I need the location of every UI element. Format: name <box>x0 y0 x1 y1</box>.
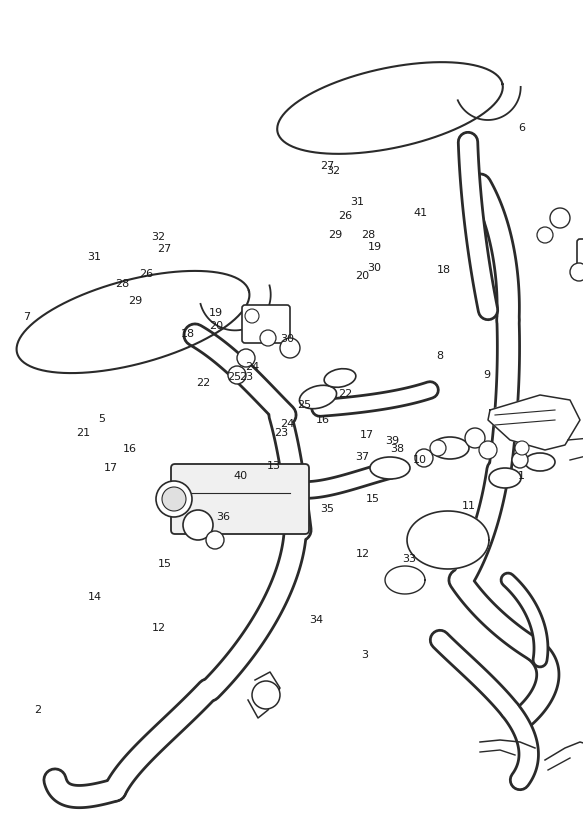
Circle shape <box>237 349 255 367</box>
Text: 15: 15 <box>157 559 171 569</box>
Text: 10: 10 <box>413 455 427 465</box>
Text: 18: 18 <box>437 265 451 275</box>
Text: 8: 8 <box>437 351 444 361</box>
Text: 25: 25 <box>297 400 311 410</box>
Text: 26: 26 <box>139 269 153 279</box>
Circle shape <box>570 263 583 281</box>
Text: 9: 9 <box>483 370 490 380</box>
Text: 12: 12 <box>356 549 370 559</box>
Circle shape <box>280 338 300 358</box>
Text: 24: 24 <box>280 419 294 429</box>
Circle shape <box>260 330 276 346</box>
Text: 35: 35 <box>321 504 335 514</box>
Text: 33: 33 <box>402 554 416 564</box>
Polygon shape <box>407 511 489 569</box>
Text: 36: 36 <box>216 513 230 522</box>
FancyBboxPatch shape <box>242 305 290 343</box>
Circle shape <box>183 510 213 540</box>
Text: 31: 31 <box>350 197 364 207</box>
Circle shape <box>430 440 446 456</box>
Text: 17: 17 <box>104 463 118 473</box>
Text: 32: 32 <box>326 166 340 176</box>
Text: 22: 22 <box>338 389 352 399</box>
Text: 22: 22 <box>196 378 210 388</box>
Text: 20: 20 <box>209 321 223 331</box>
Circle shape <box>252 681 280 709</box>
Text: 5: 5 <box>99 414 106 424</box>
Text: 18: 18 <box>181 329 195 339</box>
Circle shape <box>206 531 224 549</box>
Circle shape <box>512 452 528 468</box>
Text: 3: 3 <box>361 650 368 660</box>
Text: 19: 19 <box>209 308 223 318</box>
Text: 30: 30 <box>367 263 381 273</box>
Text: 34: 34 <box>309 615 323 625</box>
Text: 29: 29 <box>128 296 142 306</box>
Ellipse shape <box>370 457 410 479</box>
Text: 6: 6 <box>518 123 525 133</box>
Ellipse shape <box>525 453 555 471</box>
Circle shape <box>162 487 186 511</box>
Circle shape <box>479 441 497 459</box>
Text: 27: 27 <box>321 162 335 171</box>
Text: 20: 20 <box>356 271 370 281</box>
Text: 16: 16 <box>122 444 136 454</box>
Polygon shape <box>16 271 250 373</box>
FancyBboxPatch shape <box>577 239 583 277</box>
Text: 1: 1 <box>518 471 525 481</box>
Circle shape <box>465 428 485 448</box>
Text: 26: 26 <box>338 211 352 221</box>
Text: 23: 23 <box>274 428 288 438</box>
Text: 27: 27 <box>157 244 171 254</box>
Circle shape <box>515 441 529 455</box>
Circle shape <box>550 208 570 228</box>
Circle shape <box>537 227 553 243</box>
Text: 30: 30 <box>280 335 294 344</box>
Circle shape <box>228 366 246 384</box>
Ellipse shape <box>300 386 336 409</box>
Text: 12: 12 <box>152 623 166 633</box>
Text: 40: 40 <box>233 471 247 481</box>
Text: 38: 38 <box>391 444 405 454</box>
Text: 31: 31 <box>87 252 101 262</box>
FancyBboxPatch shape <box>171 464 309 534</box>
Text: 24: 24 <box>245 362 259 372</box>
Text: 25: 25 <box>227 372 241 382</box>
Text: 39: 39 <box>385 436 399 446</box>
Circle shape <box>415 449 433 467</box>
Polygon shape <box>488 395 580 450</box>
Text: 15: 15 <box>366 494 380 503</box>
Text: 28: 28 <box>361 230 375 240</box>
Text: 28: 28 <box>115 279 129 289</box>
Text: 16: 16 <box>315 415 329 425</box>
Text: 37: 37 <box>356 452 370 462</box>
Circle shape <box>156 481 192 517</box>
Text: 13: 13 <box>267 461 281 471</box>
Ellipse shape <box>431 437 469 459</box>
Text: 32: 32 <box>152 232 166 242</box>
Text: 14: 14 <box>87 592 101 602</box>
Text: 17: 17 <box>360 430 374 440</box>
Text: 41: 41 <box>414 208 428 218</box>
Text: 11: 11 <box>462 501 476 511</box>
Ellipse shape <box>489 468 521 488</box>
Text: 23: 23 <box>240 372 254 382</box>
Ellipse shape <box>324 368 356 387</box>
Circle shape <box>245 309 259 323</box>
Text: 19: 19 <box>368 242 382 252</box>
Text: 7: 7 <box>23 312 30 322</box>
Text: 2: 2 <box>34 705 41 715</box>
Polygon shape <box>385 566 425 594</box>
Text: 21: 21 <box>76 428 90 438</box>
Text: 29: 29 <box>328 230 342 240</box>
Polygon shape <box>277 62 503 154</box>
